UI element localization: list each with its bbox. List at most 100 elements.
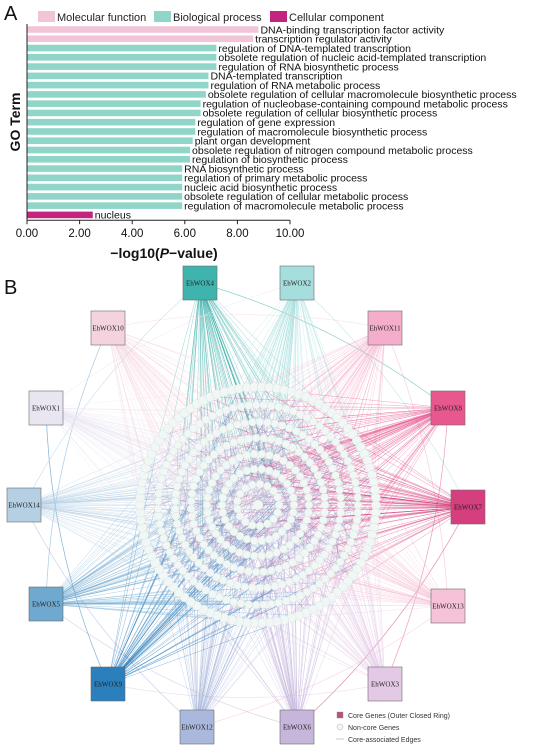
non-core-gene-node [212, 428, 221, 438]
legend-swatch-2 [270, 11, 287, 22]
non-core-gene-node [216, 466, 225, 475]
non-core-gene-node [171, 489, 180, 498]
non-core-gene-node [281, 439, 290, 449]
hub-ehwox7: EhWOX7 [450, 489, 486, 525]
non-core-gene-node [183, 429, 193, 438]
non-core-gene-node [259, 401, 268, 410]
hub-label-0: EhWOX4 [186, 280, 214, 288]
bar-label-1: transcription regulator activity [255, 34, 392, 46]
non-core-gene-node [162, 541, 171, 550]
non-core-gene-node [204, 546, 213, 555]
bar-13 [27, 146, 191, 154]
non-core-gene-node [269, 486, 278, 496]
bar-10 [27, 118, 196, 126]
non-core-gene-node [159, 467, 168, 476]
non-core-gene-node [267, 401, 276, 411]
gene-ring-2 [170, 417, 346, 593]
non-core-gene-node [235, 469, 245, 478]
non-core-gene-node [310, 464, 319, 473]
non-core-gene-node [236, 436, 246, 445]
non-core-gene-node [285, 423, 294, 433]
hub-label-5: EhWOX13 [432, 603, 464, 611]
bar-2 [27, 44, 217, 52]
gene-ring-1 [153, 400, 363, 610]
hub-label-12: EhWOX1 [32, 405, 60, 413]
non-core-gene-node [331, 530, 340, 539]
non-core-gene-node [154, 512, 163, 521]
bar-1 [27, 35, 254, 43]
hub-label-9: EhWOX9 [94, 681, 122, 689]
non-core-gene-node [304, 566, 314, 575]
bar-label-6: regulation of RNA metabolic process [210, 80, 380, 92]
hub-link-10 [45, 327, 109, 605]
hub-ehwox9: EhWOX9 [90, 666, 126, 702]
bar-5 [27, 72, 209, 80]
non-core-gene-node [251, 567, 261, 577]
non-core-gene-node [175, 526, 184, 536]
legend-label-2: Cellular component [289, 12, 384, 24]
non-core-gene-node [353, 500, 363, 510]
non-core-gene-node [289, 407, 298, 416]
non-core-gene-node [236, 402, 246, 411]
network-edges [23, 282, 469, 728]
non-core-gene-node [296, 591, 305, 600]
non-core-gene-node [316, 478, 326, 487]
hub-box-9 [90, 666, 126, 702]
non-core-gene-node [316, 523, 326, 532]
non-core-gene-node [189, 424, 198, 433]
non-core-gene-node [352, 485, 362, 495]
non-core-gene-node [189, 553, 198, 562]
non-core-gene-node [271, 532, 281, 541]
non-core-gene-node [309, 417, 318, 426]
non-core-gene-node [229, 438, 238, 447]
non-core-gene-node [333, 523, 343, 532]
x-axis-label-italic: P [160, 245, 170, 261]
non-core-gene-node [295, 529, 305, 538]
non-core-gene-node [263, 418, 272, 427]
non-core-gene-node [274, 403, 283, 412]
bar-20 [27, 211, 93, 219]
non-core-gene-node [169, 447, 178, 456]
bar-7 [27, 91, 206, 98]
non-core-gene-node [343, 544, 353, 554]
non-core-gene-node [328, 464, 337, 473]
non-core-gene-node [288, 558, 297, 567]
x-axis-label-suffix: −value) [169, 245, 218, 261]
hub-label-4: EhWOX7 [454, 504, 482, 512]
bar-11 [27, 128, 196, 135]
non-core-gene-node [265, 550, 274, 559]
non-core-gene-node [294, 447, 304, 457]
non-core-gene-node [235, 511, 245, 521]
non-core-gene-node [282, 479, 292, 488]
hub-link-0 [199, 282, 449, 409]
non-core-gene-node [189, 577, 198, 586]
bar-6 [27, 81, 209, 89]
non-core-gene-node [233, 420, 242, 429]
non-core-gene-node [319, 516, 328, 525]
non-core-gene-node [178, 434, 187, 444]
hub-link-5 [196, 605, 449, 728]
legend-label-1: Biological process [173, 12, 262, 24]
bar-15 [27, 165, 183, 172]
non-core-gene-node [336, 557, 345, 567]
non-core-gene-node [295, 472, 305, 481]
hub-label-8: EhWOX12 [181, 724, 213, 732]
non-core-gene-node [264, 466, 274, 475]
bar-8 [27, 100, 201, 107]
gene-ring-5 [217, 465, 299, 545]
non-core-gene-node [172, 482, 182, 491]
non-core-gene-node [233, 496, 242, 506]
non-core-gene-node [200, 437, 209, 446]
non-core-gene-node [194, 558, 203, 568]
bar-label-7: obsolete regulation of cellular macromol… [208, 89, 517, 101]
hub-box-10 [28, 586, 64, 622]
non-core-gene-node [202, 500, 212, 510]
non-core-gene-node [336, 508, 345, 517]
non-core-gene-node [288, 443, 297, 452]
non-core-gene-node [248, 480, 257, 489]
hub-link-1 [296, 282, 469, 508]
bar-label-4: regulation of RNA biosynthetic process [218, 61, 398, 73]
non-core-gene-node [299, 478, 309, 488]
x-tick-label-2: 4.00 [121, 228, 143, 240]
non-core-gene-node [228, 456, 237, 465]
